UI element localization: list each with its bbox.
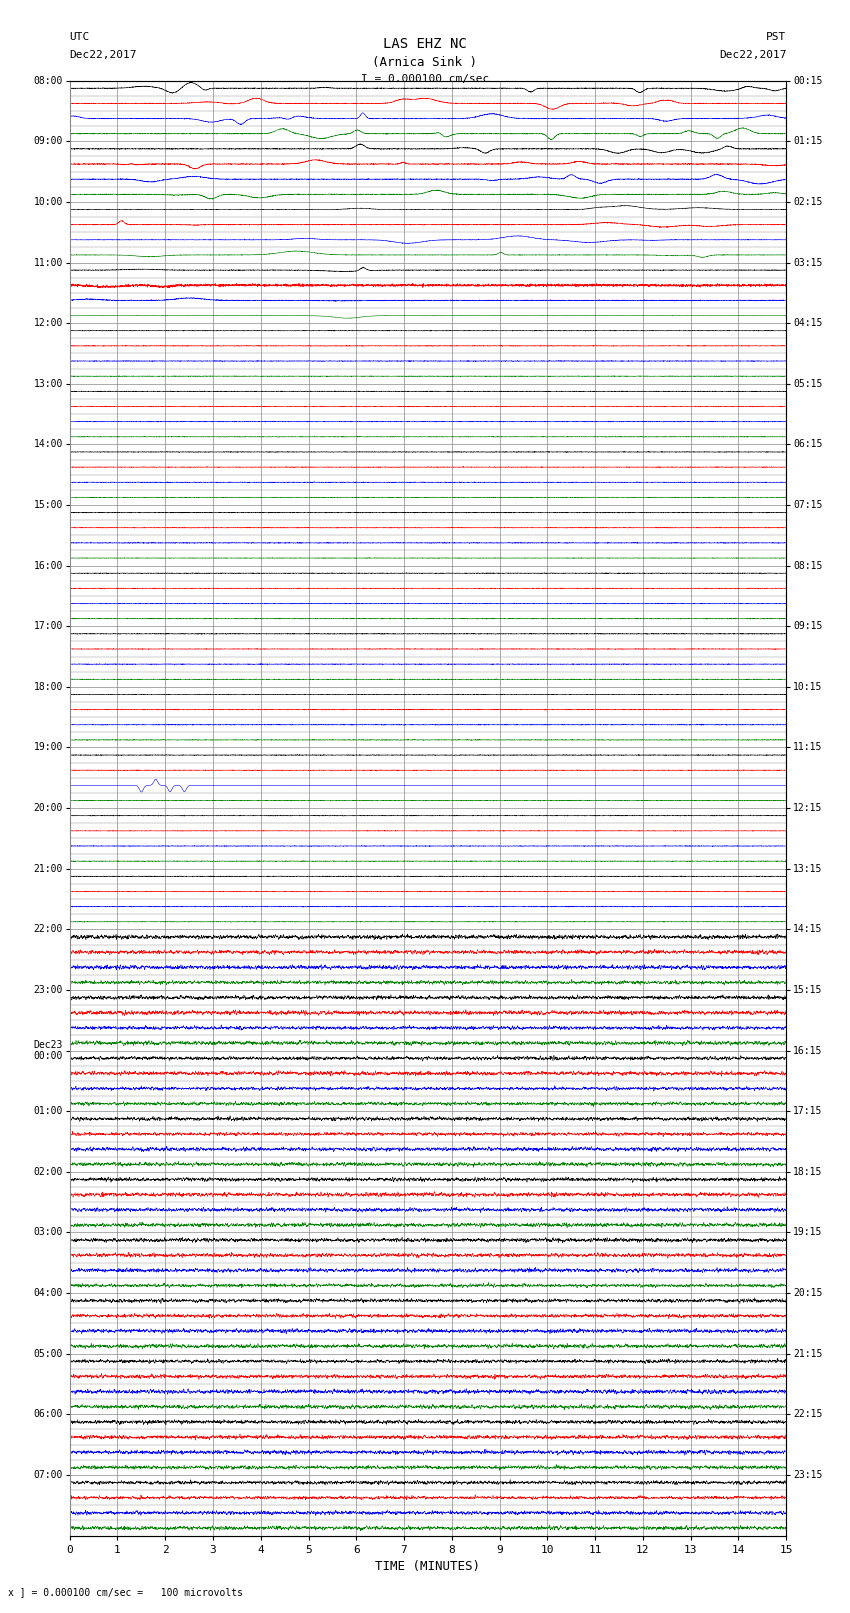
Text: UTC: UTC	[70, 32, 90, 42]
Text: LAS EHZ NC: LAS EHZ NC	[383, 37, 467, 52]
Text: Dec22,2017: Dec22,2017	[70, 50, 137, 60]
Text: x ] = 0.000100 cm/sec =   100 microvolts: x ] = 0.000100 cm/sec = 100 microvolts	[8, 1587, 243, 1597]
X-axis label: TIME (MINUTES): TIME (MINUTES)	[376, 1560, 480, 1573]
Text: (Arnica Sink ): (Arnica Sink )	[372, 56, 478, 69]
Text: Dec22,2017: Dec22,2017	[719, 50, 786, 60]
Text: PST: PST	[766, 32, 786, 42]
Text: I = 0.000100 cm/sec: I = 0.000100 cm/sec	[361, 74, 489, 84]
